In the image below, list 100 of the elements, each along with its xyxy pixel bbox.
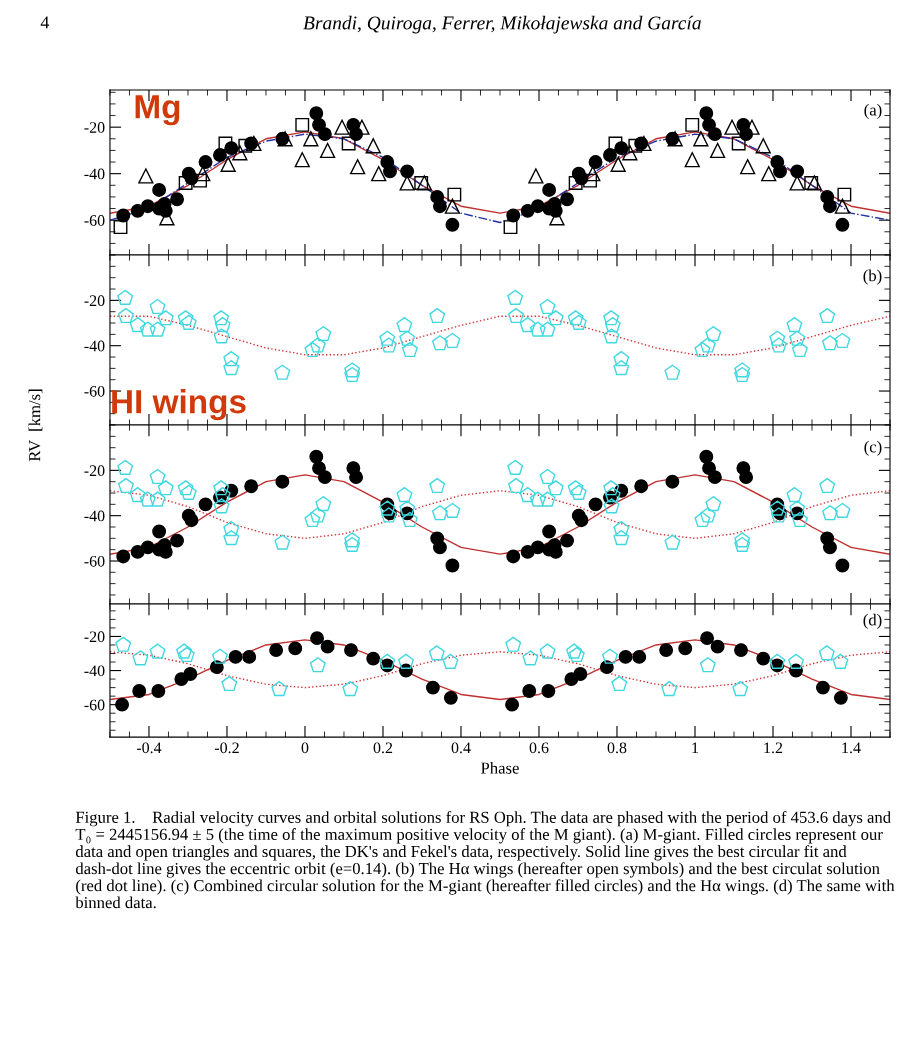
point [294,152,310,168]
point [790,164,805,179]
point [319,142,336,159]
point [818,645,835,661]
point [244,479,259,494]
annotation: HI wings [112,389,246,421]
point [568,646,585,663]
point [834,332,851,349]
point [539,321,556,337]
point [685,117,700,132]
point [791,341,808,358]
point [223,360,240,376]
point [731,136,746,151]
point [218,136,233,151]
point [445,558,460,573]
point [334,119,350,135]
point [661,680,678,697]
point [152,182,167,197]
point [116,549,131,564]
point [539,298,556,315]
point [214,486,231,503]
point [183,667,198,681]
x-tick-label: 0 [301,742,309,754]
point [432,540,447,555]
point [734,366,751,383]
y-tick-label: -40 [84,510,105,522]
point [567,480,584,496]
point [379,653,396,669]
y-tick-label: -40 [84,665,105,677]
text: Brandi, Quiroga, Ferrer, Mikołajewska and García [303,15,701,34]
point [610,156,626,173]
point [699,657,716,673]
point [632,649,647,664]
point [583,173,598,188]
point [157,310,174,326]
point [608,136,623,151]
point [396,316,413,333]
point [214,316,231,333]
point [542,524,557,539]
line-series [109,474,890,555]
point [195,166,211,182]
point [444,332,461,349]
point [603,498,620,514]
point [614,141,629,156]
point [223,529,240,546]
point [113,220,128,235]
point [315,496,332,512]
point [707,470,722,485]
point [734,362,751,378]
point [603,148,617,163]
point [170,533,185,548]
point [566,643,583,659]
point [613,350,630,367]
point [508,307,524,324]
point [503,220,518,235]
point [224,141,239,156]
point [317,127,332,142]
point [769,653,786,669]
point [232,145,248,161]
point [365,138,381,154]
point [833,690,848,705]
point [786,486,803,503]
point [149,491,166,507]
point [506,549,521,564]
point [519,486,536,503]
point [288,641,303,656]
point [213,310,230,326]
point [177,310,194,326]
point [665,474,680,489]
point [309,507,326,523]
point [522,684,537,698]
point [834,198,851,214]
point [309,106,324,121]
point [604,316,621,333]
point [309,449,324,464]
y-tick-label: -60 [84,215,105,226]
point [739,127,754,142]
point [567,310,584,326]
x-tick-label: 0.6 [529,742,549,754]
point [380,337,397,353]
point [432,199,447,214]
x-axis-title: Phase [481,761,519,774]
point [822,199,837,214]
point [129,486,146,503]
point [756,651,771,666]
point [505,697,520,712]
point [379,330,396,346]
point [628,138,643,153]
point [664,534,681,550]
point [539,468,556,485]
text: 4 [40,16,50,29]
y-tick-label: -40 [84,168,105,180]
point [769,500,786,516]
point [129,316,146,333]
point [342,680,359,697]
point [529,321,546,337]
point [613,529,630,546]
point [821,505,838,521]
point [789,330,806,346]
annotation: (d) [863,613,882,629]
